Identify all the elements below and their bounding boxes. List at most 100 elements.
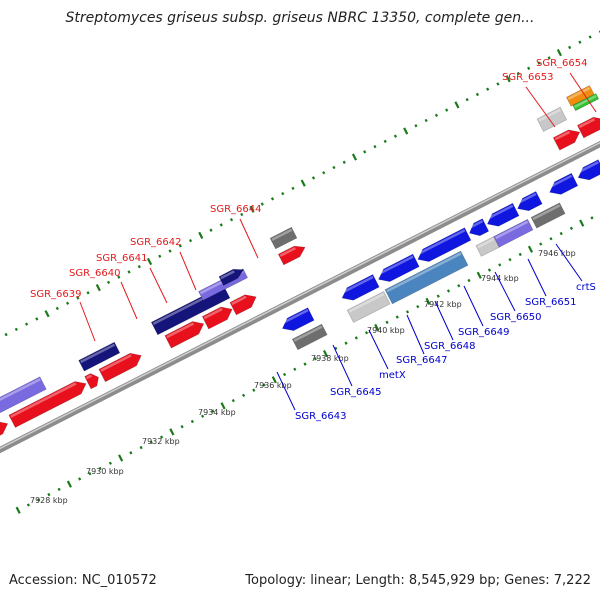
tick-rail-top [95,283,101,292]
gene-glyph[interactable] [486,202,520,227]
gene-label-sgr-6639[interactable]: SGR_6639 [30,289,82,300]
tick-rail-top [65,301,70,305]
gene-glyph[interactable] [8,381,87,428]
tick-rail-top [475,92,479,97]
gene-glyph[interactable] [576,116,600,139]
tick-rail-top [568,45,572,50]
tick-rail-top [311,176,316,180]
kbp-label: 7934 kbp [198,408,236,417]
tick-rail-top [383,139,387,144]
gene-glyph[interactable] [417,227,472,262]
gene-label-sgr-6640[interactable]: SGR_6640 [69,268,121,279]
gene-gloss [495,220,529,240]
gene-label-sgr-6642[interactable]: SGR_6642 [130,237,182,248]
label-leader [527,258,547,297]
gene-label-sgr-6647[interactable]: SGR_6647 [396,355,448,366]
tick-rail-top [76,296,80,300]
gene-gloss [348,292,385,313]
gene-glyph[interactable] [0,421,9,461]
gene-gloss [86,374,93,380]
tick-rail-bottom [231,398,235,403]
gene-gloss [80,343,116,364]
tick-rail-bottom [425,297,431,306]
gene-glyph[interactable] [0,376,47,420]
gene-glyph[interactable] [384,250,469,305]
gene-gloss [574,94,597,108]
tick-rail-bottom [590,216,594,220]
tick-rail-bottom [180,425,184,429]
gene-glyph[interactable] [572,93,600,112]
gene-glyph[interactable] [536,106,568,132]
gene-glyph[interactable] [291,323,328,351]
gene-gloss [532,204,561,221]
gene-label-sgr-6643[interactable]: SGR_6643 [295,411,347,422]
tick-rail-top [373,144,377,149]
tick-rail-bottom [160,435,164,439]
gene-glyph[interactable] [201,306,233,330]
gene-glyph[interactable] [78,341,121,372]
gene-glyph[interactable] [269,226,298,250]
gene-label-sgr-6650[interactable]: SGR_6650 [490,312,542,323]
gene-glyph[interactable] [164,321,205,349]
gene-label-sgr-6651[interactable]: SGR_6651 [525,297,577,308]
gene-gloss [203,307,223,320]
tick-rail-bottom [303,362,307,366]
gene-glyph[interactable] [218,268,245,286]
gene-gloss [485,204,514,221]
gene-glyph[interactable] [281,307,315,331]
gene-glyph[interactable] [552,129,581,151]
tick-rail-bottom [201,414,205,418]
gene-glyph[interactable] [84,373,99,390]
tick-rail-bottom [271,376,277,384]
tick-rail-top [332,165,336,170]
tick-rail-bottom [98,466,102,471]
gene-gloss [100,354,132,372]
gene-glyph[interactable] [150,285,231,336]
tick-rail-top [281,191,285,196]
gene-glyph[interactable] [469,218,490,237]
gene-gloss [166,322,195,339]
gene-label-crts[interactable]: crtS [576,282,596,293]
tick-rail-top [322,171,326,175]
tick-rail-top [547,56,551,60]
gene-glyph[interactable] [517,191,543,212]
tick-rail-top [168,249,172,253]
gene-label-sgr-6653[interactable]: SGR_6653 [502,72,554,83]
tick-rail-bottom [446,289,451,293]
tick-rail-top [240,212,244,217]
gene-glyph[interactable] [98,352,142,383]
tick-rail-bottom [549,237,553,241]
gene-glyph[interactable] [577,159,600,181]
gene-label-sgr-6641[interactable]: SGR_6641 [96,253,148,264]
label-leader [406,314,425,355]
tick-rail-top [137,265,141,269]
tick-rail-top [106,280,111,285]
gene-label-sgr-6649[interactable]: SGR_6649 [458,327,510,338]
gene-glyph[interactable] [565,85,595,107]
tick-rail-top [158,254,162,258]
gene-label-sgr-6654[interactable]: SGR_6654 [536,58,588,69]
tick-rail-top [146,257,153,266]
gene-glyph[interactable] [229,294,257,316]
gene-glyph[interactable] [277,245,306,266]
gene-gloss [10,382,77,418]
gene-glyph[interactable] [341,274,380,301]
gene-glyph[interactable] [378,253,420,282]
gene-glyph[interactable] [549,172,579,195]
gene-label-sgr-6648[interactable]: SGR_6648 [424,341,476,352]
gene-label-metx[interactable]: metX [379,370,406,381]
tick-rail-bottom [169,428,175,436]
tick-rail-bottom [508,257,512,262]
tick-rail-top [424,118,428,123]
gene-glyph[interactable] [493,218,534,248]
tick-rail-top [249,205,255,213]
tick-rail-top [414,124,418,128]
gene-gloss [376,255,414,276]
gene-label-sgr-6645[interactable]: SGR_6645 [330,387,382,398]
gene-label-sgr-6644[interactable]: SGR_6644 [210,204,262,215]
gene-gloss [416,229,466,256]
gene-glyph[interactable] [346,291,391,323]
sequence-backbone [0,140,600,454]
gene-glyph[interactable] [530,202,566,229]
